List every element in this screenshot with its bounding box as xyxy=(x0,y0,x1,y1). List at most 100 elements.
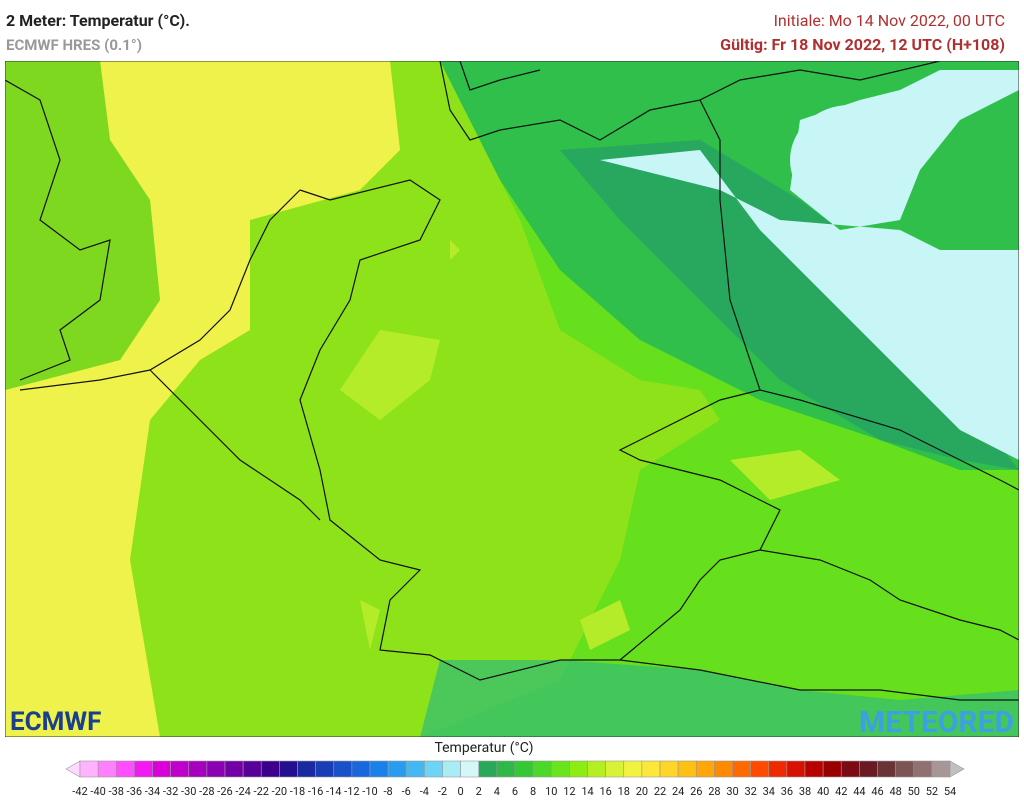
colorbar-tick-label: 32 xyxy=(744,785,756,798)
colorbar-tick-label: 34 xyxy=(763,785,775,798)
colorbar-box xyxy=(496,760,516,778)
colorbar-box xyxy=(659,760,679,778)
colorbar-tick-label: -2 xyxy=(438,785,447,798)
colorbar-box xyxy=(822,760,842,778)
colorbar-box xyxy=(804,760,824,778)
colorbar-box xyxy=(732,760,751,778)
colorbar-box xyxy=(387,760,407,778)
colorbar-box xyxy=(260,760,280,778)
subtitle: ECMWF HRES (0.1°) xyxy=(6,36,142,54)
meteored-logo: METEORED xyxy=(859,705,1014,740)
colorbar-box xyxy=(768,760,788,778)
colorbar-tick-label: -14 xyxy=(326,785,341,798)
colorbar-box xyxy=(877,760,896,778)
colorbar-box xyxy=(134,760,153,778)
colorbar-tick-label: 30 xyxy=(726,785,738,798)
map: ECMWF METEORED xyxy=(5,61,1019,740)
colorbar-box xyxy=(695,760,715,778)
colorbar-tick-label: 46 xyxy=(871,785,883,798)
colorbar-tick-label: -6 xyxy=(402,785,411,798)
colorbar-box xyxy=(532,760,552,778)
colorbar-end xyxy=(949,760,965,778)
colorbar-box xyxy=(188,760,208,778)
colorbar-tick-label: 22 xyxy=(654,785,666,798)
colorbar-tick-label: -10 xyxy=(362,785,377,798)
colorbar-tick-label: -36 xyxy=(127,785,142,798)
colorbar-tick-label: 52 xyxy=(926,785,938,798)
colorbar-tick-label: 48 xyxy=(889,785,901,798)
alps-zone xyxy=(420,660,1019,737)
colorbar-tick-label: 42 xyxy=(835,785,847,798)
colorbar-tick-label: 40 xyxy=(817,785,829,798)
colorbar-tick-label: -12 xyxy=(344,785,359,798)
temp-zone xyxy=(5,61,160,390)
colorbar-box xyxy=(79,760,99,778)
colorbar-tick-label: -30 xyxy=(181,785,196,798)
colorbar-box xyxy=(442,760,461,778)
colorbar-box xyxy=(641,760,661,778)
title: 2 Meter: Temperatur (°C). xyxy=(6,11,190,30)
colorbar-box xyxy=(514,760,534,778)
colorbar-box xyxy=(478,760,498,778)
valid-time: Gültig: Fr 18 Nov 2022, 12 UTC (H+108) xyxy=(720,35,1005,54)
colorbar-box xyxy=(605,760,625,778)
colorbar-tick-label: 38 xyxy=(799,785,811,798)
colorbar-tick-label: -38 xyxy=(109,785,124,798)
colorbar-box xyxy=(623,760,643,778)
colorbar-box xyxy=(714,760,733,778)
colorbar-tick-label: -26 xyxy=(217,785,232,798)
colorbar: -42 -40 -38 -36 -34 -32 -30 -28 -26 -24 -22 -20 -18-… xyxy=(65,760,965,798)
colorbar-box xyxy=(97,760,117,778)
colorbar-tick-label: 20 xyxy=(636,785,648,798)
colorbar-box xyxy=(931,760,951,778)
colorbar-box xyxy=(569,760,588,778)
colorbar-tick-label: 24 xyxy=(672,785,684,798)
colorbar-box xyxy=(279,760,298,778)
colorbar-tick-label: 18 xyxy=(618,785,630,798)
colorbar-box xyxy=(587,760,606,778)
colorbar-tick-label: -28 xyxy=(199,785,214,798)
colorbar-box xyxy=(840,760,860,778)
colorbar-tick-label: 50 xyxy=(908,785,920,798)
colorbar-tick-label: 44 xyxy=(853,785,865,798)
colorbar-box xyxy=(242,760,262,778)
colorbar-box xyxy=(224,760,244,778)
colorbar-tick-label: 26 xyxy=(690,785,702,798)
ecmwf-logo: ECMWF xyxy=(10,707,101,737)
colorbar-box xyxy=(351,760,371,778)
colorbar-tick-label: -16 xyxy=(308,785,323,798)
borders xyxy=(5,61,1019,701)
colorbar-tick-label: 12 xyxy=(563,785,575,798)
colorbar-box xyxy=(895,760,915,778)
colorbar-tick-label: -34 xyxy=(145,785,160,798)
colorbar-box xyxy=(315,760,335,778)
colorbar-tick-label: -24 xyxy=(235,785,250,798)
colorbar-box xyxy=(786,760,806,778)
colorbar-tick-label: 6 xyxy=(512,785,518,798)
temp-zone xyxy=(600,70,1019,460)
colorbar-box xyxy=(677,760,697,778)
colorbar-box xyxy=(424,760,443,778)
colorbar-box xyxy=(206,760,226,778)
colorbar-tick-label: 54 xyxy=(944,785,956,798)
colorbar-box xyxy=(913,760,933,778)
colorbar-tick-label: -4 xyxy=(420,785,429,798)
colorbar-tick-label: 28 xyxy=(708,785,720,798)
colorbar-tick-label: 10 xyxy=(545,785,557,798)
colorbar-tick-label: 14 xyxy=(581,785,593,798)
temp-zone xyxy=(790,105,910,215)
colorbar-tick-label: 8 xyxy=(530,785,536,798)
colorbar-tick-label: -42 xyxy=(72,785,87,798)
colorbar-tick-label: 0 xyxy=(458,785,464,798)
colorbar-box xyxy=(859,760,878,778)
colorbar-tick-label: 2 xyxy=(476,785,482,798)
colorbar-tick-label: -20 xyxy=(272,785,287,798)
colorbar-tick-label: -40 xyxy=(90,785,105,798)
colorbar-tick-label: 4 xyxy=(494,785,500,798)
colorbar-box xyxy=(152,760,171,778)
colorbar-tick-label: 16 xyxy=(599,785,611,798)
colorbar-tick-label: -22 xyxy=(254,785,269,798)
colorbar-box xyxy=(170,760,190,778)
colorbar-box xyxy=(550,760,570,778)
